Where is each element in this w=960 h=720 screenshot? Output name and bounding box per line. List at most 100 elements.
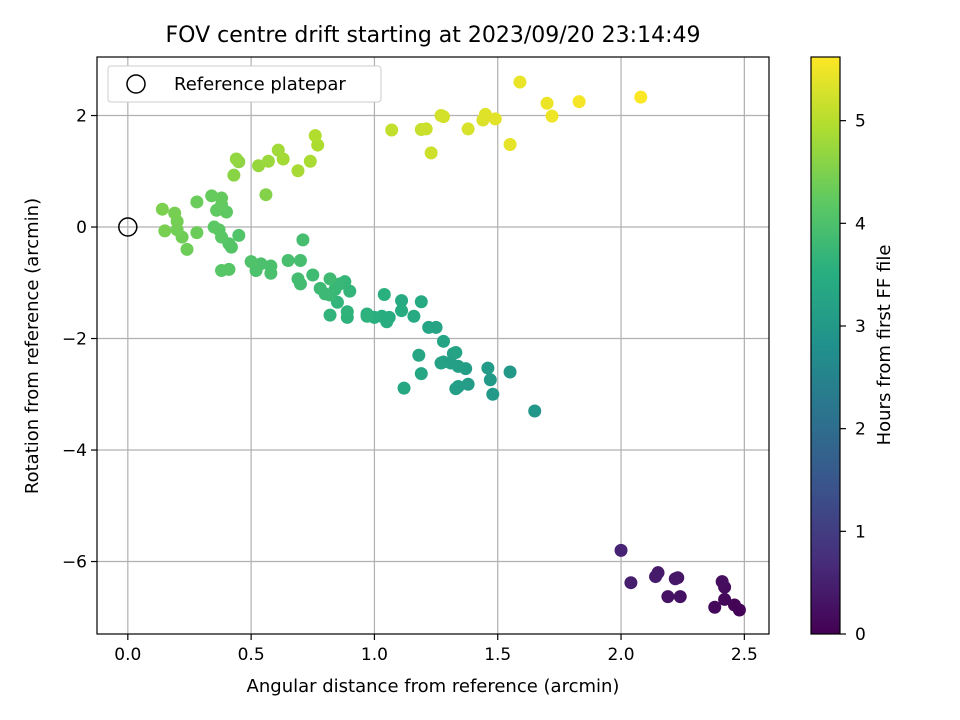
x-tick-label: 1.5 <box>484 645 511 665</box>
colorbar-label: Hours from first FF file <box>874 245 895 446</box>
y-tick-label: 0 <box>76 218 87 238</box>
data-point <box>545 109 559 123</box>
data-point <box>293 253 307 267</box>
data-point <box>461 377 475 391</box>
data-point <box>291 164 305 178</box>
data-point <box>215 264 229 278</box>
data-point <box>419 122 433 136</box>
data-point <box>424 146 438 160</box>
x-tick-label: 0.0 <box>114 645 141 665</box>
data-point <box>227 168 241 182</box>
x-axis-ticks: 0.0 0.5 1.0 1.5 2.0 2.5 <box>114 634 758 665</box>
data-point <box>385 123 399 137</box>
legend-box <box>107 65 382 103</box>
data-point <box>259 188 273 202</box>
data-point <box>661 590 675 604</box>
data-point <box>180 242 194 256</box>
data-point <box>614 543 628 557</box>
data-point <box>340 305 354 319</box>
data-point <box>205 189 219 203</box>
data-point <box>668 572 682 586</box>
grid <box>97 57 769 634</box>
data-point <box>414 295 428 309</box>
data-point <box>449 345 463 359</box>
y-tick-label: 2 <box>76 107 87 127</box>
data-point <box>244 255 258 269</box>
colorbar-gradient <box>810 56 841 635</box>
reference-platepar-marker <box>118 217 138 237</box>
data-point <box>483 373 497 387</box>
data-point <box>673 590 687 604</box>
data-point <box>395 304 409 318</box>
x-axis-label: Angular distance from reference (arcmin) <box>247 676 620 697</box>
data-point <box>486 387 500 401</box>
data-point <box>503 365 517 379</box>
colorbar-tick-label: 4 <box>855 214 866 234</box>
data-point <box>572 95 586 109</box>
data-point <box>727 598 741 612</box>
data-point <box>422 320 436 334</box>
colorbar-tick-label: 5 <box>855 112 866 132</box>
data-point <box>377 287 391 301</box>
x-tick-label: 2.5 <box>731 645 758 665</box>
data-point <box>276 152 290 166</box>
data-point <box>296 233 310 247</box>
data-point <box>207 220 221 234</box>
data-point <box>634 90 648 104</box>
data-point <box>407 309 421 323</box>
data-point <box>540 96 554 110</box>
chart-title: FOV centre drift starting at 2023/09/20 … <box>166 23 701 48</box>
data-point <box>461 122 475 136</box>
legend-reference-marker <box>126 74 146 94</box>
data-point <box>434 356 448 370</box>
data-point <box>360 309 374 323</box>
y-tick-label: −6 <box>62 553 87 573</box>
data-point <box>412 348 426 362</box>
data-point <box>155 202 169 216</box>
data-point <box>215 191 229 205</box>
data-point <box>313 281 327 295</box>
data-point <box>513 75 527 89</box>
x-tick-label: 0.5 <box>238 645 265 665</box>
data-point <box>303 154 317 168</box>
data-point <box>323 308 337 322</box>
data-point <box>308 129 322 143</box>
plot-area <box>96 56 770 635</box>
data-point <box>395 294 409 308</box>
legend-reference-label: Reference platepar <box>174 74 346 95</box>
data-point <box>252 159 266 173</box>
data-point <box>436 110 450 124</box>
data-point <box>168 206 182 220</box>
data-point <box>718 592 732 606</box>
colorbar-ticks: 0 1 2 3 4 5 <box>840 112 866 645</box>
y-tick-label: −4 <box>62 441 87 461</box>
data-point <box>158 224 172 238</box>
data-point <box>306 268 320 282</box>
data-point <box>503 138 517 152</box>
x-tick-label: 2.0 <box>608 645 635 665</box>
data-point <box>528 404 542 418</box>
y-axis-label: Rotation from reference (arcmin) <box>22 198 43 494</box>
data-point <box>481 361 495 375</box>
data-point <box>264 259 278 273</box>
colorbar-tick-label: 0 <box>855 625 866 645</box>
data-point <box>436 334 450 348</box>
colorbar: 0 1 2 3 4 5 Hours from first FF file <box>810 56 895 645</box>
colorbar-tick-label: 3 <box>855 317 866 337</box>
data-point <box>624 576 638 590</box>
data-point <box>715 575 729 589</box>
data-point <box>190 195 204 209</box>
data-point <box>449 382 463 396</box>
data-point <box>232 228 246 242</box>
data-point <box>323 272 337 286</box>
data-point <box>488 112 502 126</box>
data-point <box>708 600 722 614</box>
data-point <box>229 152 243 166</box>
data-point <box>478 107 492 121</box>
data-point <box>261 154 275 168</box>
data-points <box>155 75 746 617</box>
data-point <box>397 381 411 395</box>
y-axis-ticks: −6 −4 −2 0 2 <box>62 107 97 573</box>
x-tick-label: 1.0 <box>361 645 388 665</box>
